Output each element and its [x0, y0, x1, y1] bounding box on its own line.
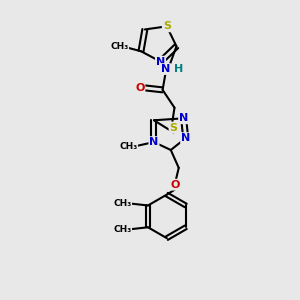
Text: O: O	[135, 83, 145, 93]
Text: S: S	[163, 21, 171, 32]
Text: H: H	[174, 64, 183, 74]
Text: CH₃: CH₃	[110, 42, 128, 51]
Text: N: N	[161, 64, 170, 74]
Text: N: N	[179, 113, 188, 123]
Text: S: S	[169, 122, 178, 133]
Text: CH₃: CH₃	[119, 142, 137, 151]
Text: O: O	[170, 180, 179, 190]
Text: N: N	[149, 137, 159, 147]
Text: CH₃: CH₃	[113, 225, 131, 234]
Text: N: N	[156, 57, 165, 67]
Text: N: N	[181, 133, 190, 143]
Text: CH₃: CH₃	[113, 199, 131, 208]
